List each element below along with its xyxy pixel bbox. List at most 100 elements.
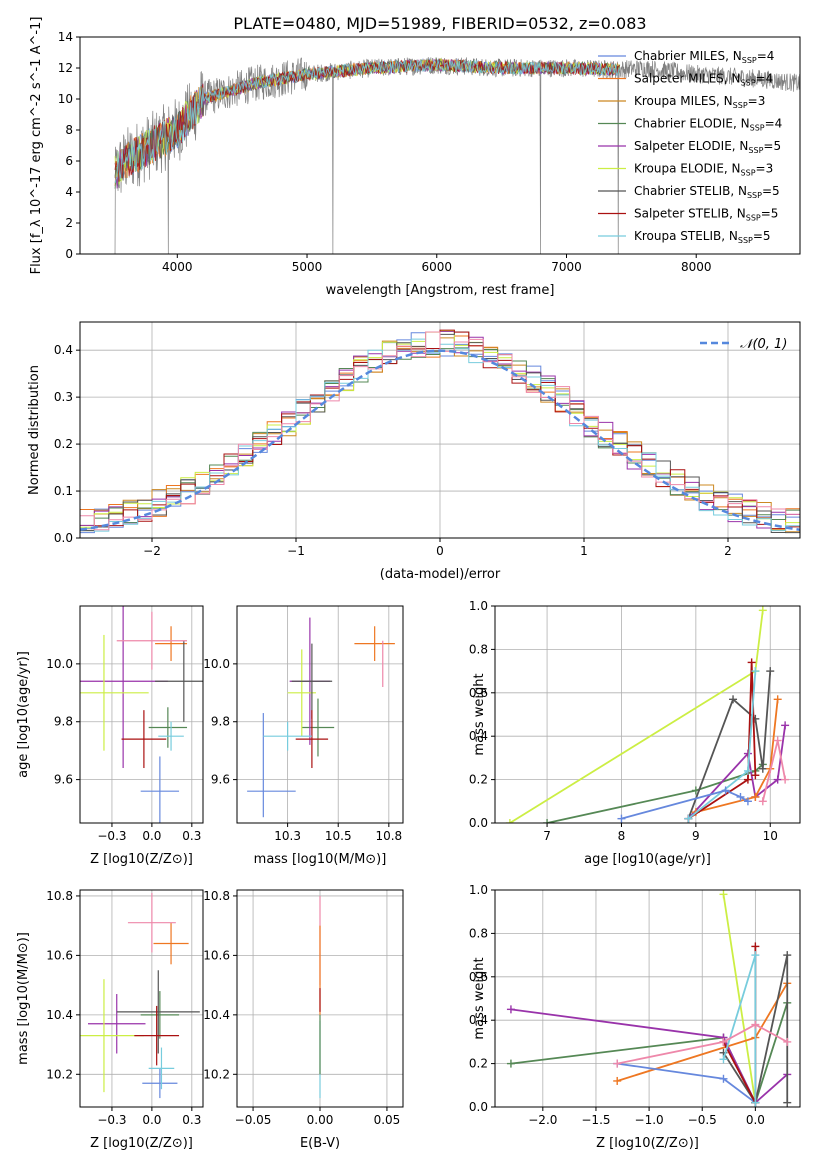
weight-line-sm [695, 699, 779, 814]
weight-marker-ks [751, 1098, 760, 1107]
spectrum-model-ks [114, 59, 621, 184]
axes-mass_EBV: −0.05 0.00 0.05 10.2 10.4 10.6 10.8 E(B-V) [203, 889, 404, 1151]
errorbar-point-ks [263, 721, 312, 751]
y-tick-label: 2 [65, 216, 73, 230]
x-tick-label: 10.5 [325, 829, 352, 843]
x-tick-label: 0.05 [374, 1113, 401, 1127]
y-tick-label: 0.0 [54, 531, 73, 545]
weight-marker-pink [773, 736, 782, 745]
plot-area-age_mass [247, 617, 395, 818]
legend-normal-label: 𝒩(0, 1) [740, 337, 787, 352]
x-tick-label: 1 [580, 544, 588, 558]
weight-marker-cm [743, 797, 752, 806]
errorbar-point-pink [116, 611, 188, 670]
residuals-ylabel: Normed distribution [27, 365, 42, 495]
y-tick-label: 9.6 [211, 773, 230, 787]
weight-marker-cs [758, 764, 767, 773]
errorbar-point-cs [155, 640, 203, 722]
weight-marker-se [781, 721, 790, 730]
y-tick-label: 10.2 [203, 1067, 230, 1081]
plot-area-mass_Z [80, 892, 200, 1099]
errorbar-point-cs [291, 643, 333, 719]
mass_EBV-xlabel: E(B-V) [300, 1136, 340, 1151]
errorbar-point-ss [134, 1005, 180, 1066]
y-tick-label: 10.8 [46, 889, 73, 903]
y-tick-label: 0.3 [54, 390, 73, 404]
axes-frame-mass_Z [79, 889, 204, 1108]
axes-frame-mass_EBV [236, 889, 404, 1108]
x-tick-label: 0.00 [307, 1113, 334, 1127]
x-tick-label: −0.5 [688, 1113, 717, 1127]
x-tick-label: 0.3 [182, 1113, 201, 1127]
weight_age-ylabel: mass weight [472, 673, 487, 755]
legend-label-cs: Chabrier STELIB, NSSP=5 [634, 184, 780, 200]
axes-residuals: −2 −1 0 1 2 0.0 0.1 0.2 0.3 0.4 𝒩(0, 1) (data-model… [27, 321, 801, 582]
plot-area-weight_age [505, 606, 790, 823]
weight-marker-cs [766, 667, 775, 676]
y-tick-label: 8 [65, 123, 73, 137]
age_Z-ylabel: age [log10(age/yr)] [16, 651, 31, 778]
axes-age_mass: 10.3 10.5 10.8 9.6 9.8 10.0 mass [log10(M/M⊙)] [203, 605, 404, 867]
x-tick-label: 0 [436, 544, 444, 558]
weight_Z-ylabel: mass weight [472, 957, 487, 1039]
weight-marker-sm [751, 792, 760, 801]
weight-marker-ke [758, 606, 767, 615]
spectrum-data-line [112, 57, 800, 254]
errorbar-point-sm [155, 626, 188, 661]
y-tick-label: 10.0 [203, 657, 230, 671]
y-tick-label: 1.0 [469, 883, 488, 897]
y-tick-label: 0.4 [469, 729, 488, 743]
x-tick-label: −2 [143, 544, 161, 558]
y-tick-label: 0.4 [54, 343, 73, 357]
y-tick-label: 0.2 [469, 1057, 488, 1071]
weight-line-cm [621, 789, 749, 820]
plot-area-spectrum [112, 57, 800, 254]
weight-marker-pink [719, 1037, 728, 1046]
y-tick-label: 1.0 [469, 599, 488, 613]
weight-marker-ke [719, 890, 728, 899]
errorbar-point-ke [80, 634, 149, 751]
errorbar-point-ce [301, 698, 335, 757]
figure-title: PLATE=0480, MJD=51989, FIBERID=0532, z=0… [233, 14, 646, 33]
x-tick-label: −2.0 [528, 1113, 557, 1127]
y-tick-label: 9.8 [54, 715, 73, 729]
errorbar-point-se [87, 994, 146, 1054]
y-tick-label: 0.6 [469, 970, 488, 984]
weight-marker-pink [613, 1059, 622, 1068]
y-tick-label: 0 [65, 247, 73, 261]
x-tick-label: −1 [287, 544, 305, 558]
y-tick-label: 10.0 [46, 657, 73, 671]
errorbar-point-pink [127, 892, 176, 953]
y-tick-label: 14 [58, 30, 73, 44]
weight-line-se [510, 1008, 788, 1105]
x-tick-label: −0.05 [235, 1113, 272, 1127]
axes-frame-age_Z [79, 605, 204, 824]
axes-age_Z: −0.3 0.0 0.3 9.6 9.8 10.0 Z [log10(Z/Z⊙)] age [… [16, 605, 204, 867]
axes-frame-age_mass [236, 605, 404, 824]
mass_Z-xlabel: Z [log10(Z/Z⊙)] [90, 1136, 193, 1151]
weight_age-xlabel: age [log10(age/yr)] [584, 852, 711, 867]
errorbar-point-cm [140, 756, 180, 823]
y-tick-label: 10.4 [203, 1008, 230, 1022]
legend-label-sm: Salpeter MILES, NSSP=4 [634, 72, 773, 88]
x-tick-label: −0.3 [97, 1113, 126, 1127]
weight-marker-pink [758, 797, 767, 806]
x-tick-label: 8000 [681, 260, 712, 274]
weight-marker-pink [783, 1037, 792, 1046]
x-tick-label: 0.0 [746, 1113, 765, 1127]
weight-line-cs [722, 954, 789, 1105]
y-tick-label: 0.8 [469, 642, 488, 656]
weight-marker-cm [617, 814, 626, 823]
axes-frame-residuals [79, 321, 801, 539]
weight-marker-ss [751, 771, 760, 780]
weight-marker-ce [506, 1059, 515, 1068]
legend-label-cm: Chabrier MILES, NSSP=4 [634, 49, 774, 65]
errorbar-point-cm [142, 1068, 178, 1099]
errorbar-point-ke [80, 979, 144, 1093]
plot-area-age_Z [80, 606, 203, 823]
x-tick-label: 10.3 [274, 829, 301, 843]
legend-label-ke: Kroupa ELODIE, NSSP=3 [634, 162, 773, 178]
axes-frame-weight_Z [494, 889, 801, 1108]
x-tick-label: −0.3 [97, 829, 126, 843]
